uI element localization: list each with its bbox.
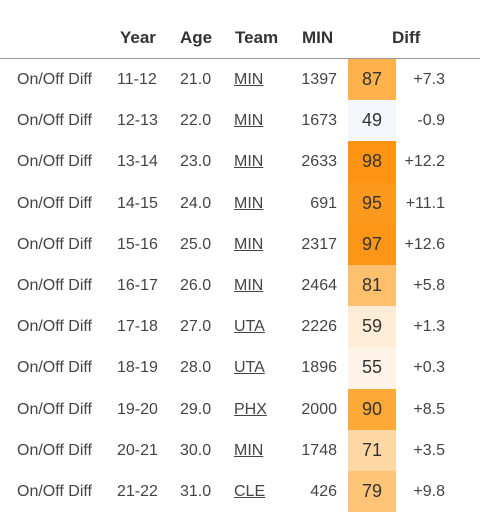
stat-label: On/Off Diff: [17, 482, 92, 500]
percentile-cell: 55: [348, 347, 396, 389]
minutes-value: 1673: [301, 112, 337, 130]
season-year: 13-14: [117, 153, 158, 171]
team-link[interactable]: MIN: [234, 112, 264, 130]
diff-value: +11.1: [405, 194, 445, 212]
diff-value: +3.5: [413, 441, 445, 459]
stat-label: On/Off Diff: [17, 276, 92, 294]
stat-label: On/Off Diff: [17, 235, 92, 253]
header-min: MIN: [302, 28, 334, 47]
diff-value: -0.9: [417, 112, 445, 130]
player-age: 24.0: [180, 194, 212, 212]
team-link[interactable]: MIN: [234, 235, 264, 253]
player-age: 21.0: [180, 71, 212, 88]
stat-label: On/Off Diff: [17, 194, 92, 212]
player-age: 30.0: [180, 441, 212, 459]
table-header: Year Age Team MIN Diff: [0, 0, 480, 59]
table-body: On/Off Diff 11-12 21.0 MIN 1397 87 +7.3 On/Off …: [0, 59, 480, 513]
percentile-cell: 79: [348, 470, 396, 513]
season-year: 11-12: [117, 71, 157, 88]
percentile-cell: 97: [348, 223, 396, 265]
percentile-cell: 59: [348, 306, 396, 348]
stats-table: Year Age Team MIN Diff On/Off Diff 11-12 2…: [0, 0, 480, 513]
season-year: 19-20: [117, 400, 158, 418]
minutes-value: 1896: [301, 359, 337, 377]
table-row: On/Off Diff 16-17 26.0 MIN 2464 81 +5.8: [0, 264, 480, 307]
percentile-cell: 81: [348, 264, 396, 307]
table-row: On/Off Diff 14-15 24.0 MIN 691 95 +11.1: [0, 182, 480, 224]
stat-label: On/Off Diff: [17, 71, 92, 88]
stat-label: On/Off Diff: [17, 400, 92, 418]
player-age: 28.0: [180, 359, 212, 377]
table-row: On/Off Diff 12-13 22.0 MIN 1673 49 -0.9: [0, 100, 480, 142]
diff-value: +1.3: [413, 318, 445, 336]
season-year: 20-21: [117, 441, 158, 459]
diff-value: +0.3: [413, 359, 445, 377]
percentile-cell: 71: [348, 429, 396, 471]
team-link[interactable]: MIN: [234, 276, 264, 294]
percentile-cell: 49: [348, 100, 396, 142]
header-year: Year: [120, 28, 156, 47]
percentile-cell: 90: [348, 388, 396, 430]
minutes-value: 1748: [301, 441, 337, 459]
season-year: 17-18: [117, 318, 158, 336]
player-age: 31.0: [180, 482, 212, 500]
table-row: On/Off Diff 18-19 28.0 UTA 1896 55 +0.3: [0, 347, 480, 389]
table-row: On/Off Diff 21-22 31.0 CLE 426 79 +9.8: [0, 470, 480, 513]
diff-value: +8.5: [413, 400, 445, 418]
team-link[interactable]: UTA: [234, 318, 265, 336]
stat-label: On/Off Diff: [17, 359, 92, 377]
team-link[interactable]: CLE: [234, 482, 266, 500]
table-row: On/Off Diff 17-18 27.0 UTA 2226 59 +1.3: [0, 306, 480, 348]
header-diff: Diff: [392, 28, 421, 47]
stat-label: On/Off Diff: [17, 441, 92, 459]
minutes-value: 2317: [301, 235, 337, 253]
season-year: 12-13: [117, 112, 158, 130]
player-age: 26.0: [180, 276, 212, 294]
minutes-value: 2226: [301, 318, 337, 336]
table-row: On/Off Diff 13-14 23.0 MIN 2633 98 +12.2: [0, 141, 480, 183]
diff-value: +12.2: [404, 153, 445, 171]
team-link[interactable]: MIN: [234, 441, 264, 459]
team-link[interactable]: PHX: [234, 400, 267, 418]
season-year: 18-19: [117, 359, 158, 377]
percentile-cell: 95: [348, 182, 396, 224]
minutes-value: 2000: [301, 400, 337, 418]
team-link[interactable]: MIN: [234, 71, 264, 88]
team-link[interactable]: MIN: [234, 194, 264, 212]
season-year: 15-16: [117, 235, 158, 253]
diff-value: +9.8: [413, 482, 445, 500]
team-link[interactable]: UTA: [234, 359, 265, 377]
minutes-value: 2464: [301, 276, 337, 294]
player-age: 29.0: [180, 400, 212, 418]
stat-label: On/Off Diff: [17, 112, 92, 130]
diff-value: +12.6: [404, 235, 445, 253]
header-age: Age: [180, 28, 213, 47]
stat-label: On/Off Diff: [17, 318, 92, 336]
table-row: On/Off Diff 11-12 21.0 MIN 1397 87 +7.3: [0, 59, 480, 101]
table-row: On/Off Diff 20-21 30.0 MIN 1748 71 +3.5: [0, 429, 480, 471]
percentile-cell: 87: [348, 59, 396, 101]
season-year: 21-22: [117, 482, 158, 500]
header-team: Team: [235, 28, 279, 47]
team-link[interactable]: MIN: [234, 153, 264, 171]
table-row: On/Off Diff 19-20 29.0 PHX 2000 90 +8.5: [0, 388, 480, 430]
player-age: 23.0: [180, 153, 212, 171]
percentile-cell: 98: [348, 141, 396, 183]
player-age: 25.0: [180, 235, 212, 253]
minutes-value: 1397: [301, 71, 337, 88]
table-row: On/Off Diff 15-16 25.0 MIN 2317 97 +12.6: [0, 223, 480, 265]
diff-value: +5.8: [413, 276, 445, 294]
stat-label: On/Off Diff: [17, 153, 92, 171]
minutes-value: 2633: [301, 153, 337, 171]
minutes-value: 426: [310, 482, 337, 500]
season-year: 14-15: [117, 194, 158, 212]
minutes-value: 691: [310, 194, 337, 212]
season-year: 16-17: [117, 276, 158, 294]
player-age: 22.0: [180, 112, 212, 130]
diff-value: +7.3: [413, 71, 445, 88]
player-age: 27.0: [180, 318, 212, 336]
